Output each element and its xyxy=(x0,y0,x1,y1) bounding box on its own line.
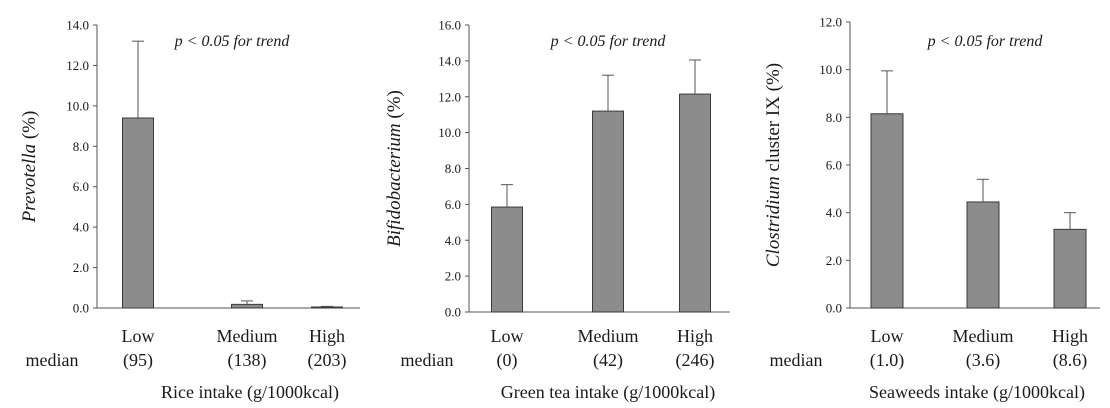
bar-low xyxy=(870,113,904,309)
y-tick-label: 2.0 xyxy=(445,269,461,284)
category-label: Low xyxy=(491,326,524,346)
trend-annotation: p < 0.05 for trend xyxy=(174,33,291,50)
bar-high xyxy=(679,93,711,313)
median-value: (8.6) xyxy=(1053,350,1088,371)
y-tick-label: 8.0 xyxy=(445,161,461,176)
y-tick-label: 4.0 xyxy=(73,220,89,235)
y-axis-title-unit: (%) xyxy=(19,111,40,144)
y-axis-title-genus: Clostridium xyxy=(763,176,784,267)
y-tick-label: 8.0 xyxy=(73,139,89,154)
chart-panel-1: 0.0 2.0 4.0 6.0 8.0 10.0 12.0 14.0 Low (95) Medium… xyxy=(19,18,360,403)
bar-low xyxy=(491,206,523,313)
y-tick-label: 0.0 xyxy=(73,301,89,316)
median-value: (246) xyxy=(676,350,715,371)
y-axis-title: Prevotella (%) xyxy=(19,111,40,224)
y-tick-label: 8.0 xyxy=(826,110,842,125)
chart-panel-2: 0.0 2.0 4.0 6.0 8.0 10.0 12.0 14.0 16.0 Low (0) Med… xyxy=(384,18,730,403)
category-label: High xyxy=(1052,326,1088,346)
median-value: (1.0) xyxy=(870,350,905,371)
median-value: (0) xyxy=(497,350,518,371)
bar-medium xyxy=(966,201,1000,309)
y-tick-label: 10.0 xyxy=(819,62,842,77)
category-label: High xyxy=(309,326,345,346)
x-axis-title: Green tea intake (g/1000kcal) xyxy=(501,382,715,403)
median-label: median xyxy=(770,350,823,370)
chart-panel-3: 0.0 2.0 4.0 6.0 8.0 10.0 12.0 Low (1.0) Medium (3.… xyxy=(763,15,1100,403)
median-label: median xyxy=(26,350,79,370)
bar-high xyxy=(311,306,343,309)
y-axis-title-genus: Bifidobacterium xyxy=(384,123,405,246)
bar-high xyxy=(1053,228,1087,309)
y-tick-label: 4.0 xyxy=(826,205,842,220)
y-tick-label: 6.0 xyxy=(826,158,842,173)
y-axis-title: Clostridium cluster IX (%) xyxy=(763,63,784,267)
bar-medium xyxy=(592,110,624,313)
median-value: (95) xyxy=(123,350,153,371)
y-tick-label: 0.0 xyxy=(445,305,461,320)
median-value: (42) xyxy=(593,350,623,371)
y-axis-title-genus: Prevotella xyxy=(19,144,40,223)
y-axis-title-unit: cluster IX (%) xyxy=(763,63,784,176)
y-axis-title-unit: (%) xyxy=(384,90,405,123)
y-tick-label: 2.0 xyxy=(73,260,89,275)
y-tick-label: 10.0 xyxy=(438,125,461,140)
y-tick-label: 12.0 xyxy=(819,15,842,30)
category-label: Medium xyxy=(953,326,1014,346)
category-label: Medium xyxy=(217,326,278,346)
category-label: Low xyxy=(871,326,904,346)
bar-low xyxy=(122,117,154,309)
x-axis-title: Seaweeds intake (g/1000kcal) xyxy=(869,382,1085,403)
y-tick-label: 14.0 xyxy=(66,18,89,33)
y-tick-label: 14.0 xyxy=(438,53,461,68)
y-tick-label: 10.0 xyxy=(66,98,89,113)
y-tick-label: 6.0 xyxy=(445,197,461,212)
median-value: (203) xyxy=(308,350,347,371)
median-value: (138) xyxy=(228,350,267,371)
y-tick-label: 0.0 xyxy=(826,301,842,316)
trend-annotation: p < 0.05 for trend xyxy=(927,33,1044,50)
y-tick-label: 12.0 xyxy=(438,89,461,104)
category-label: Low xyxy=(122,326,155,346)
y-axis-title: Bifidobacterium (%) xyxy=(384,90,405,247)
y-tick-label: 16.0 xyxy=(438,18,461,33)
y-tick-label: 2.0 xyxy=(826,253,842,268)
trend-annotation: p < 0.05 for trend xyxy=(550,33,667,50)
median-label: median xyxy=(401,350,454,370)
y-tick-label: 12.0 xyxy=(66,58,89,73)
category-label: High xyxy=(677,326,713,346)
median-value: (3.6) xyxy=(966,350,1001,371)
y-tick-label: 4.0 xyxy=(445,233,461,248)
x-axis-title: Rice intake (g/1000kcal) xyxy=(161,382,339,403)
bar-medium xyxy=(231,303,263,309)
y-tick-label: 6.0 xyxy=(73,179,89,194)
category-label: Medium xyxy=(578,326,639,346)
